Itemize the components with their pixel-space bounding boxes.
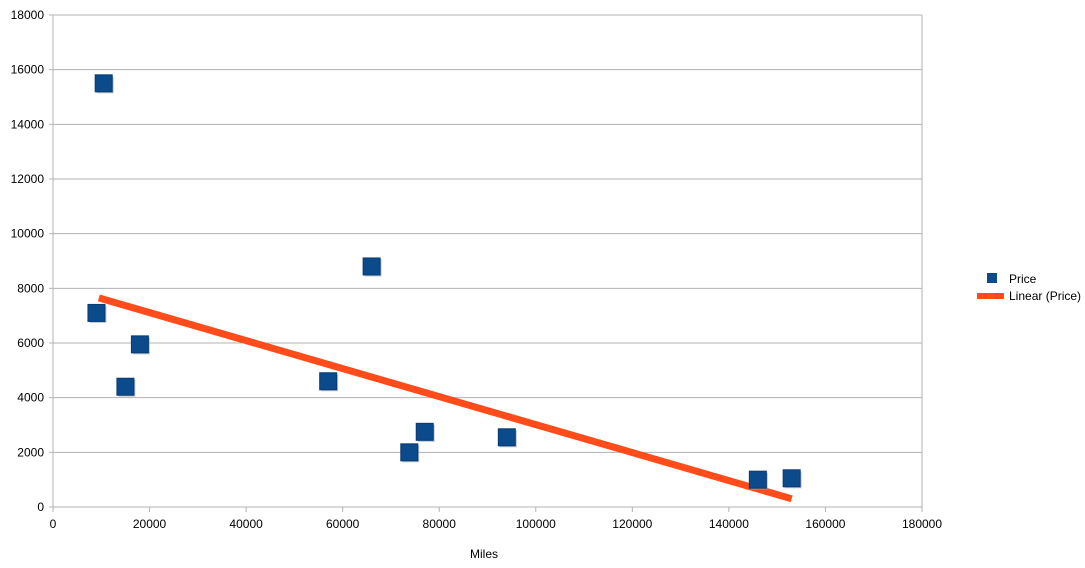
x-tick-label: 60000 <box>326 517 360 531</box>
data-point <box>782 469 801 488</box>
legend: Price Linear (Price) <box>977 272 1081 303</box>
y-tick-label: 2000 <box>17 445 44 459</box>
y-tick-label: 8000 <box>17 281 44 295</box>
data-points <box>87 74 802 490</box>
y-tick-labels: 0 2000 4000 6000 8000 10000 12000 14000 16000 180… <box>11 8 45 514</box>
x-tick-label: 80000 <box>423 517 457 531</box>
data-point <box>362 257 381 276</box>
y-tick-label: 4000 <box>17 391 44 405</box>
trendline <box>97 294 793 503</box>
y-tick-label: 0 <box>37 500 44 514</box>
gridlines <box>53 14 922 508</box>
x-tick-label: 180000 <box>902 517 942 531</box>
x-axis-title: Miles <box>470 547 498 561</box>
x-tick-label: 0 <box>50 517 57 531</box>
legend-label-price: Price <box>1009 272 1037 286</box>
data-point <box>319 372 338 391</box>
x-tick-labels: 0 20000 40000 60000 80000 100000 120000 140000 1… <box>50 517 943 531</box>
legend-marker-price <box>987 273 997 283</box>
y-tick-label: 6000 <box>17 336 44 350</box>
x-tick-label: 120000 <box>612 517 652 531</box>
y-tick-label: 10000 <box>11 227 45 241</box>
data-point <box>87 303 106 322</box>
x-tick-label: 100000 <box>516 517 556 531</box>
y-tick-label: 18000 <box>11 8 45 22</box>
x-tick-label: 20000 <box>133 517 167 531</box>
trendline-layer <box>97 294 793 503</box>
y-tick-label: 12000 <box>11 172 45 186</box>
data-point <box>130 335 149 354</box>
y-tick-label: 14000 <box>11 117 45 131</box>
data-point <box>116 377 135 396</box>
data-point <box>415 422 434 441</box>
legend-label-trendline: Linear (Price) <box>1009 289 1081 303</box>
data-point <box>94 74 113 93</box>
x-tick-label: 160000 <box>805 517 845 531</box>
x-tick-label: 40000 <box>229 517 263 531</box>
data-point <box>497 428 516 447</box>
x-tick-label: 140000 <box>709 517 749 531</box>
data-point <box>748 470 767 489</box>
y-tick-label: 16000 <box>11 63 45 77</box>
data-point <box>400 443 419 462</box>
axes <box>49 14 923 512</box>
